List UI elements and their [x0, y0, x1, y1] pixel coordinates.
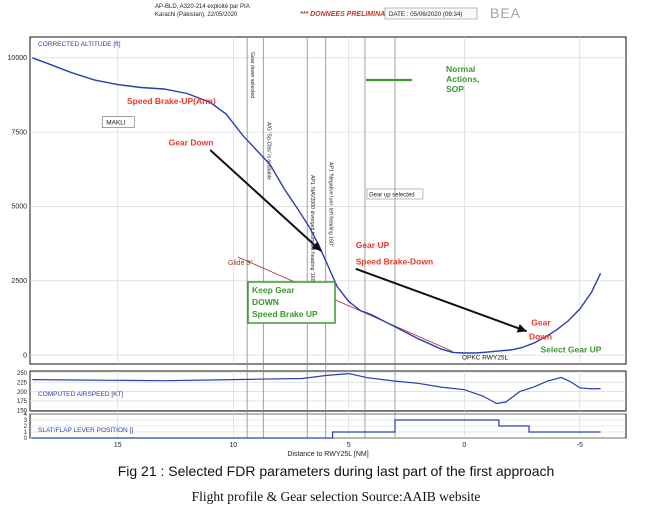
airspeed-series-line — [32, 372, 601, 405]
prelim-banner: *** DONNEES PRELIMINAIRES *** — [300, 11, 412, 18]
x-tick-label: 15 — [114, 442, 122, 449]
x-tick-label: 0 — [462, 442, 466, 449]
event-label: Gear down selected — [249, 52, 255, 98]
glide-label: Glide 3° — [228, 259, 253, 267]
flap-series-line — [32, 419, 601, 439]
figure-caption: Fig 21 : Selected FDR parameters during … — [117, 463, 555, 479]
y-tick-label: 175 — [17, 399, 28, 405]
y-tick-label: 10000 — [8, 55, 28, 62]
y-tick-label: 250 — [17, 371, 28, 377]
y-tick-label: 150 — [17, 408, 28, 414]
y-tick-label: 2500 — [11, 278, 27, 285]
green-callout-line-2: DOWN — [252, 297, 279, 307]
point-label-box — [101, 116, 135, 128]
y-tick-label: 7500 — [11, 129, 27, 136]
annotation-arrow — [355, 267, 528, 333]
header-date: DATE : 05/06/2020 (09:34) — [389, 11, 463, 18]
date-box — [384, 7, 478, 20]
y-tick-label: 3 — [24, 418, 28, 424]
point-label: OPKC RWY25L — [462, 355, 509, 362]
annotation-arrowhead — [311, 241, 322, 252]
green-callout: Keep Gear DOWN Speed Brake UP — [247, 281, 336, 324]
green-callout-box — [247, 281, 336, 324]
flap-panel-title: SLAT/FLAP LEVER POSITION [] — [38, 427, 133, 434]
annotation-text: Gear UP — [356, 240, 390, 250]
header-line-1: AP-BLD, A320-214 exploité par PIA — [155, 4, 250, 10]
y-tick-label: 225 — [17, 380, 28, 386]
airspeed-panel — [29, 370, 627, 412]
y-tick-label: 5000 — [11, 204, 27, 211]
green-callout-line-1: Keep Gear — [252, 285, 295, 295]
altitude-series-line — [32, 57, 602, 354]
event-label: A/G 'Sp-Clbs' is available — [265, 122, 271, 180]
annotation-text: Down — [529, 332, 552, 342]
point-label: MAKLI — [106, 120, 126, 127]
legend-label: Normal Actions, SOP — [446, 64, 482, 94]
fdr-figure: AP-BLD, A320-214 exploité par PIA Karach… — [8, 4, 627, 458]
y-tick-label: 200 — [17, 390, 28, 396]
event-label: AP1 'Negative turn: left heading 160'' — [328, 162, 334, 247]
annotation-arrow — [209, 149, 322, 252]
header-line-2: Karachi (Pakistan), 22/05/2020 — [155, 12, 238, 18]
y-tick-label: 1 — [24, 430, 28, 436]
annotation-text: Speed Brake-UP(Arm) — [127, 96, 216, 106]
y-tick-label: 4 — [24, 412, 28, 418]
y-tick-label: 0 — [24, 436, 28, 442]
green-callout-line-3: Speed Brake UP — [252, 309, 318, 319]
y-tick-label: 2 — [24, 424, 28, 430]
annotation-arrowhead — [516, 323, 527, 333]
glide-slope-line — [237, 256, 453, 352]
event-label: AP1 'NAV2000 diverged from left heading … — [309, 175, 315, 284]
x-tick-label: -5 — [577, 442, 583, 449]
x-tick-label: 5 — [347, 442, 351, 449]
y-tick-label: 0 — [23, 352, 27, 359]
airspeed-panel-title: COMPUTED AIRSPEED [KT] — [38, 391, 123, 398]
altitude-panel-title: CORRECTED ALTITUDE [ft] — [38, 41, 121, 48]
figure-source: Flight profile & Gear selection Source:A… — [191, 489, 481, 504]
x-tick-label: 10 — [229, 442, 237, 449]
x-axis-label: Distance to RWY25L [NM] — [287, 451, 368, 458]
figure-header: AP-BLD, A320-214 exploité par PIA Karach… — [155, 4, 521, 21]
legend: Normal Actions, SOP — [366, 64, 482, 94]
event-label: Gear up selected — [369, 193, 415, 199]
bea-logo: BEA — [490, 5, 521, 21]
annotation-text: Gear — [531, 317, 551, 327]
annotation-text: Select Gear UP — [541, 345, 602, 355]
annotation-text: Gear Down — [169, 138, 214, 148]
annotation-text: Speed Brake-Down — [356, 256, 433, 266]
